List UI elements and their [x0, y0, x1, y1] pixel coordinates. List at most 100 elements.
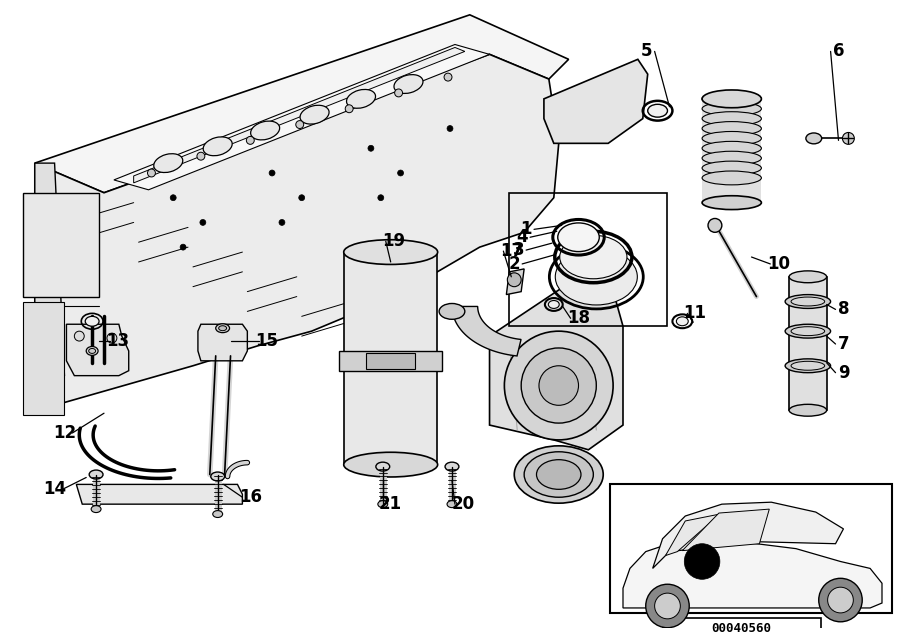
- Ellipse shape: [702, 161, 761, 175]
- Circle shape: [197, 152, 205, 160]
- Ellipse shape: [91, 505, 101, 512]
- Text: 13: 13: [106, 332, 130, 350]
- Ellipse shape: [548, 300, 559, 309]
- Polygon shape: [702, 99, 761, 203]
- Circle shape: [645, 584, 689, 628]
- Ellipse shape: [555, 249, 637, 305]
- Text: 18: 18: [567, 309, 590, 327]
- Ellipse shape: [524, 451, 593, 497]
- Ellipse shape: [86, 347, 98, 356]
- Circle shape: [279, 220, 285, 225]
- Ellipse shape: [560, 236, 627, 279]
- Polygon shape: [67, 324, 129, 376]
- Ellipse shape: [789, 271, 826, 283]
- Text: 6: 6: [832, 43, 844, 60]
- Ellipse shape: [806, 133, 822, 144]
- Circle shape: [107, 333, 117, 343]
- Circle shape: [247, 137, 255, 144]
- Ellipse shape: [702, 102, 761, 116]
- Ellipse shape: [394, 75, 423, 93]
- Ellipse shape: [344, 452, 437, 477]
- Ellipse shape: [789, 404, 826, 416]
- Ellipse shape: [203, 137, 232, 156]
- Text: 14: 14: [43, 480, 66, 498]
- Circle shape: [708, 218, 722, 232]
- Text: 15: 15: [256, 332, 279, 350]
- Ellipse shape: [86, 316, 99, 326]
- Ellipse shape: [702, 112, 761, 126]
- Circle shape: [368, 145, 373, 151]
- Polygon shape: [652, 502, 843, 568]
- Bar: [509, 193, 668, 326]
- Polygon shape: [452, 307, 521, 356]
- Circle shape: [269, 170, 275, 176]
- Text: 11: 11: [684, 304, 706, 323]
- Text: 12: 12: [53, 424, 76, 442]
- Polygon shape: [344, 252, 437, 465]
- Polygon shape: [198, 324, 248, 361]
- Ellipse shape: [785, 295, 831, 309]
- Circle shape: [75, 331, 85, 341]
- Text: 16: 16: [238, 488, 262, 506]
- Ellipse shape: [154, 154, 183, 173]
- Ellipse shape: [211, 472, 225, 481]
- Polygon shape: [114, 44, 490, 190]
- Text: 5: 5: [641, 43, 652, 60]
- Ellipse shape: [702, 90, 761, 108]
- Ellipse shape: [677, 317, 688, 326]
- Ellipse shape: [439, 304, 464, 319]
- Ellipse shape: [514, 446, 603, 503]
- Circle shape: [170, 195, 176, 201]
- Ellipse shape: [250, 121, 280, 140]
- Polygon shape: [665, 514, 720, 556]
- Circle shape: [398, 170, 403, 176]
- Circle shape: [394, 89, 402, 97]
- Text: 10: 10: [767, 255, 789, 273]
- Circle shape: [508, 273, 521, 286]
- Polygon shape: [682, 509, 770, 551]
- Polygon shape: [623, 542, 882, 608]
- Ellipse shape: [216, 324, 230, 333]
- Ellipse shape: [89, 470, 103, 479]
- Circle shape: [447, 126, 453, 131]
- Circle shape: [504, 331, 613, 440]
- Text: 19: 19: [382, 232, 405, 250]
- Bar: [366, 353, 416, 369]
- Ellipse shape: [212, 511, 222, 518]
- Ellipse shape: [447, 501, 457, 507]
- Ellipse shape: [702, 131, 761, 145]
- Text: 3: 3: [512, 241, 524, 259]
- Ellipse shape: [346, 90, 375, 108]
- Polygon shape: [35, 55, 559, 405]
- Polygon shape: [339, 351, 442, 371]
- Text: 00040560: 00040560: [712, 622, 771, 635]
- Text: 8: 8: [838, 300, 850, 318]
- Ellipse shape: [536, 460, 581, 490]
- Ellipse shape: [300, 105, 329, 124]
- Circle shape: [684, 544, 720, 579]
- Circle shape: [378, 195, 383, 201]
- Ellipse shape: [702, 151, 761, 165]
- Polygon shape: [35, 15, 569, 193]
- Ellipse shape: [785, 324, 831, 338]
- Polygon shape: [76, 485, 242, 504]
- Polygon shape: [490, 286, 623, 450]
- Bar: [610, 485, 892, 613]
- Circle shape: [819, 578, 862, 622]
- Ellipse shape: [702, 121, 761, 135]
- Circle shape: [654, 593, 680, 619]
- Text: 7: 7: [838, 335, 850, 353]
- Polygon shape: [134, 48, 464, 183]
- Polygon shape: [507, 269, 524, 295]
- Circle shape: [296, 121, 303, 128]
- Ellipse shape: [376, 462, 390, 471]
- Polygon shape: [22, 302, 65, 415]
- Text: 20: 20: [451, 495, 474, 513]
- Bar: [662, 618, 821, 635]
- Polygon shape: [22, 193, 99, 297]
- Ellipse shape: [446, 462, 459, 471]
- Ellipse shape: [785, 359, 831, 373]
- Ellipse shape: [702, 196, 761, 210]
- Text: 4: 4: [517, 228, 528, 246]
- Ellipse shape: [648, 104, 668, 117]
